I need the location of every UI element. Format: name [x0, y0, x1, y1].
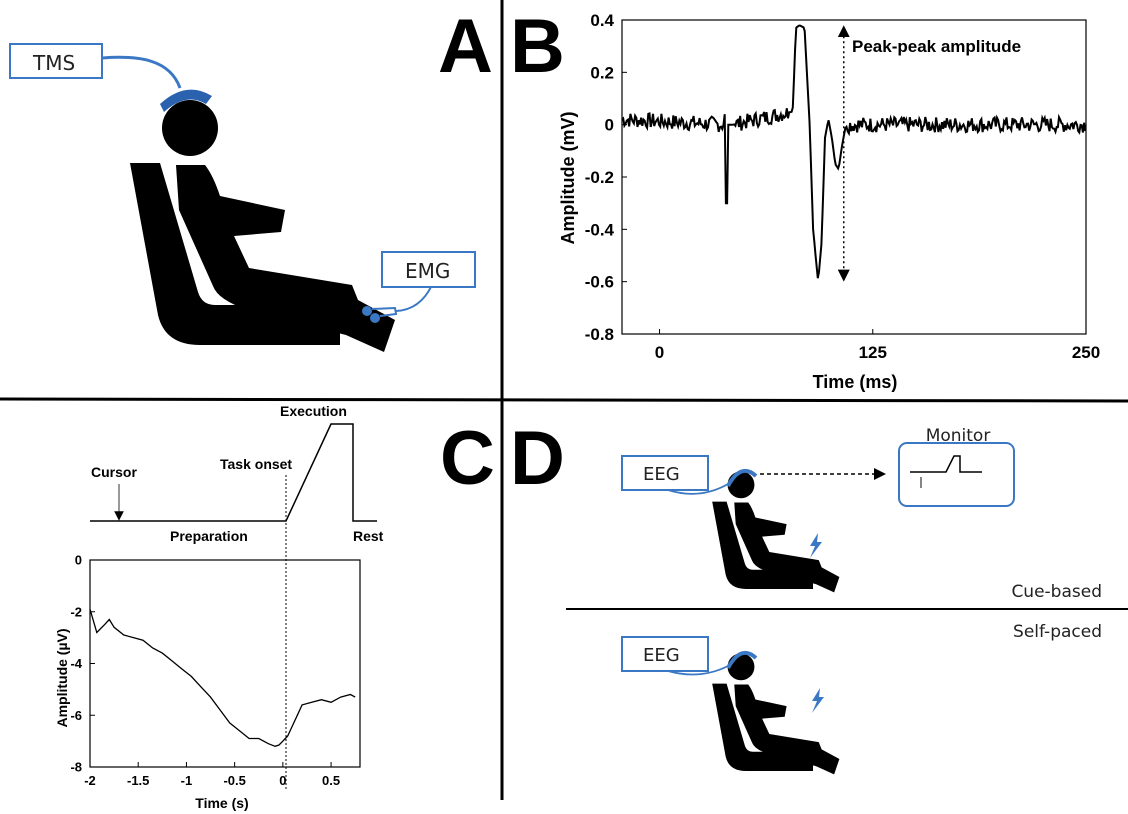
x-tick-label: -1.5	[127, 773, 149, 788]
x-tick-label: 0	[279, 773, 286, 788]
y-tick-label: 0	[75, 553, 82, 568]
eeg-box-top	[621, 455, 709, 491]
monitor-label: Monitor	[926, 426, 991, 446]
monitor-signal-icon	[910, 455, 982, 473]
panel-a: TMS EMG	[9, 43, 476, 352]
chart-b-xlabel: Time (ms)	[813, 372, 898, 392]
self-paced-label: Self-paced	[1013, 622, 1102, 642]
tms-box	[9, 43, 103, 79]
execution-label: Execution	[280, 403, 347, 419]
eeg-label-bottom: EEG	[643, 645, 680, 666]
lightning-icon-bottom	[812, 688, 824, 713]
x-tick-label: 125	[859, 343, 887, 362]
y-tick-label: 0.4	[590, 11, 614, 30]
cue-based-label: Cue-based	[1011, 582, 1102, 602]
y-tick-label: -4	[70, 656, 82, 671]
y-tick-label: 0	[605, 116, 614, 135]
eeg-box-bottom	[621, 636, 709, 672]
panel-letter-d: D	[510, 416, 565, 501]
x-tick-label: 0.5	[322, 773, 340, 788]
panel-letter-a: A	[438, 4, 493, 89]
y-tick-label: -0.2	[585, 168, 614, 187]
x-tick-label: 0	[655, 343, 664, 362]
y-tick-label: -0.4	[585, 220, 615, 239]
preparation-label: Preparation	[170, 528, 248, 544]
tms-coil-icon	[160, 89, 212, 112]
x-tick-label: -2	[84, 773, 96, 788]
eeg-cable-top	[667, 483, 729, 495]
eeg-cap-icon-top	[726, 468, 758, 487]
y-tick-label: -8	[70, 760, 82, 775]
seated-person-icon	[130, 100, 395, 352]
chart-b-series-line	[621, 24, 1087, 279]
plot-frame	[89, 559, 361, 768]
seated-person-icon-bottom	[712, 653, 840, 775]
emg-box	[381, 251, 476, 288]
x-tick-label: -0.5	[223, 773, 245, 788]
monitor-box	[898, 442, 1015, 507]
peak-peak-label: Peak-peak amplitude	[852, 37, 1021, 56]
emg-cable	[371, 284, 433, 317]
chart-c-axes: -2 -1.5 -1 -0.5 0 0.5 0 -2 -4 -6 -8	[70, 553, 361, 788]
chart-panel-b: 0 125 250 -0.8 -0.6 -0.4 -0.2 0 0.2 0.4 Peak-peak…	[558, 11, 1100, 392]
x-tick-label: 250	[1072, 343, 1100, 362]
emg-label: EMG	[405, 259, 450, 283]
y-tick-label: -0.8	[585, 325, 614, 344]
y-tick-label: -2	[70, 604, 82, 619]
chart-c-ylabel: Amplitude (µV)	[54, 628, 70, 727]
y-tick-label: -0.6	[585, 273, 614, 292]
plot-frame	[621, 19, 1087, 335]
y-tick-label: 0.2	[590, 63, 614, 82]
seated-person-icon-top	[712, 471, 840, 593]
chart-panel-c: -2 -1.5 -1 -0.5 0 0.5 0 -2 -4 -6 -8 Time (s) Ampli…	[54, 553, 361, 811]
x-tick-label: -1	[181, 773, 193, 788]
emg-electrode-icon	[362, 306, 372, 316]
lightning-icon-top	[810, 533, 822, 558]
chart-c-xlabel: Time (s)	[195, 795, 248, 811]
task-onset-label: Task onset	[220, 456, 292, 472]
protocol-timeline	[90, 423, 377, 522]
panel-d: Cue-based Self-paced EEG Monitor EEG	[566, 426, 1128, 775]
horizontal-divider	[0, 397, 1128, 403]
emg-electrode-icon-2	[370, 313, 380, 323]
protocol-diagram: Cursor Task onset Execution Preparation …	[90, 403, 384, 790]
y-tick-label: -6	[70, 708, 82, 723]
chart-b-ylabel: Amplitude (mV)	[558, 111, 578, 244]
tms-label: TMS	[32, 51, 75, 75]
chart-c-series-line	[89, 609, 356, 747]
cursor-label: Cursor	[91, 464, 137, 480]
eeg-label-top: EEG	[643, 464, 680, 485]
rest-label: Rest	[353, 528, 384, 544]
chart-b-axes: 0 125 250 -0.8 -0.6 -0.4 -0.2 0 0.2 0.4	[585, 11, 1100, 362]
tms-cable	[101, 55, 182, 89]
panel-letter-c: C	[440, 416, 495, 501]
eeg-cap-icon-bottom	[726, 650, 758, 669]
eeg-cable-bottom	[667, 665, 729, 676]
panel-letter-b: B	[510, 4, 565, 89]
